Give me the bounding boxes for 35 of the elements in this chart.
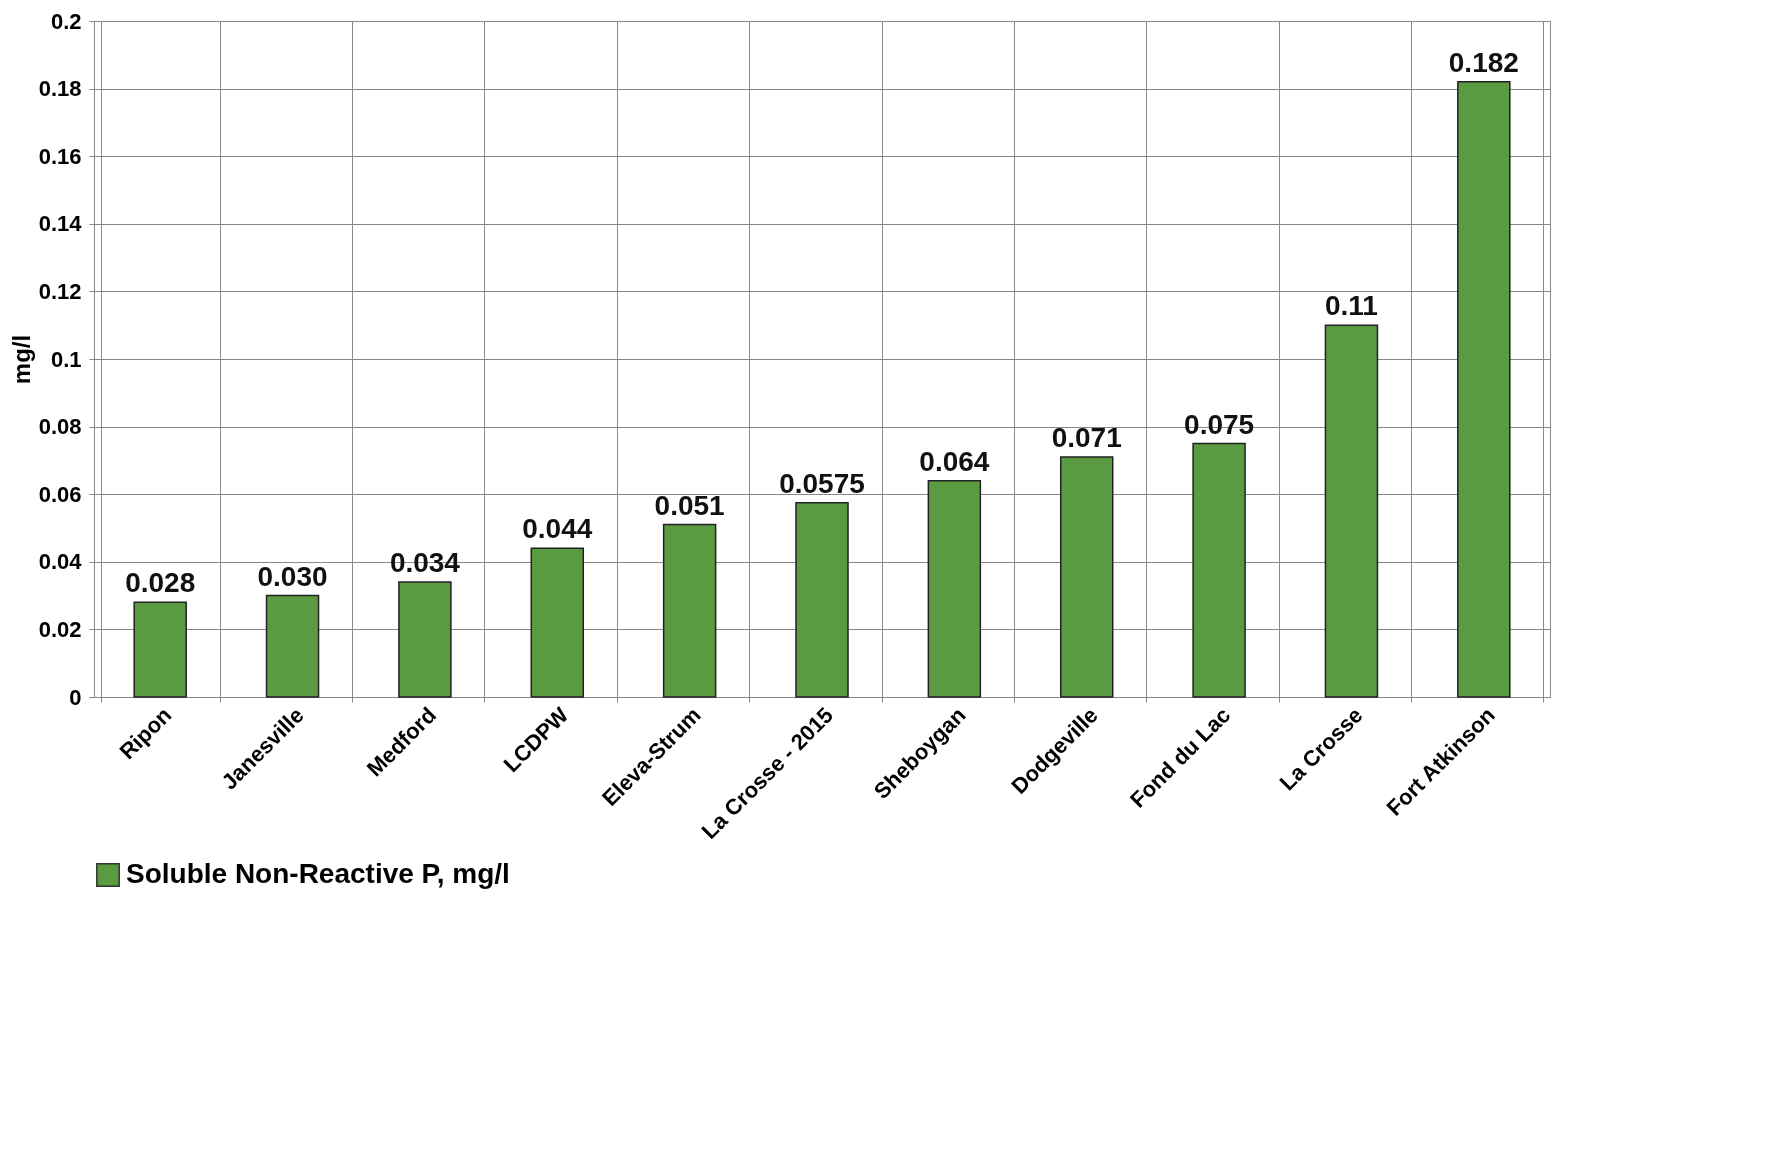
- y-tick-label: 0.02: [38, 616, 82, 642]
- bar: [662, 523, 717, 698]
- data-label: 0.11: [1324, 290, 1378, 322]
- bar: [1457, 81, 1511, 698]
- bar: [795, 501, 849, 698]
- y-tick-label: 0.04: [38, 549, 83, 575]
- bar: [133, 601, 187, 698]
- data-label: 0.034: [389, 547, 461, 579]
- y-tick-label: 0.18: [38, 76, 82, 102]
- data-label: 0.051: [654, 489, 725, 521]
- data-label: 0.075: [1184, 408, 1255, 440]
- data-label: 0.064: [919, 445, 990, 477]
- data-label: 0.0575: [779, 467, 865, 499]
- y-tick-label: 0.1: [50, 346, 82, 372]
- legend-label: Soluble Non-Reactive P, mg/l: [126, 858, 510, 889]
- bar: [265, 594, 320, 698]
- bar: [530, 547, 585, 698]
- y-tick-label: 0.14: [38, 211, 83, 237]
- bar: [1059, 456, 1114, 698]
- y-tick-label: 0.08: [38, 414, 82, 440]
- bar: [1324, 324, 1379, 698]
- y-tick-label: 0.16: [38, 143, 82, 169]
- bar: [398, 581, 452, 698]
- data-label: 0.182: [1448, 46, 1519, 78]
- data-label: 0.044: [522, 513, 593, 545]
- y-tick-label: 0.12: [38, 278, 82, 304]
- data-label: 0.071: [1051, 422, 1122, 454]
- bar: [1192, 442, 1246, 698]
- bar: [927, 479, 982, 698]
- y-axis-title: mg/l: [7, 334, 35, 385]
- y-tick-label: 0.06: [38, 481, 82, 507]
- y-tick-label: 0.2: [50, 8, 82, 34]
- data-label: 0.030: [257, 560, 328, 592]
- y-tick-label: 0: [69, 684, 82, 710]
- data-label: 0.028: [125, 567, 196, 599]
